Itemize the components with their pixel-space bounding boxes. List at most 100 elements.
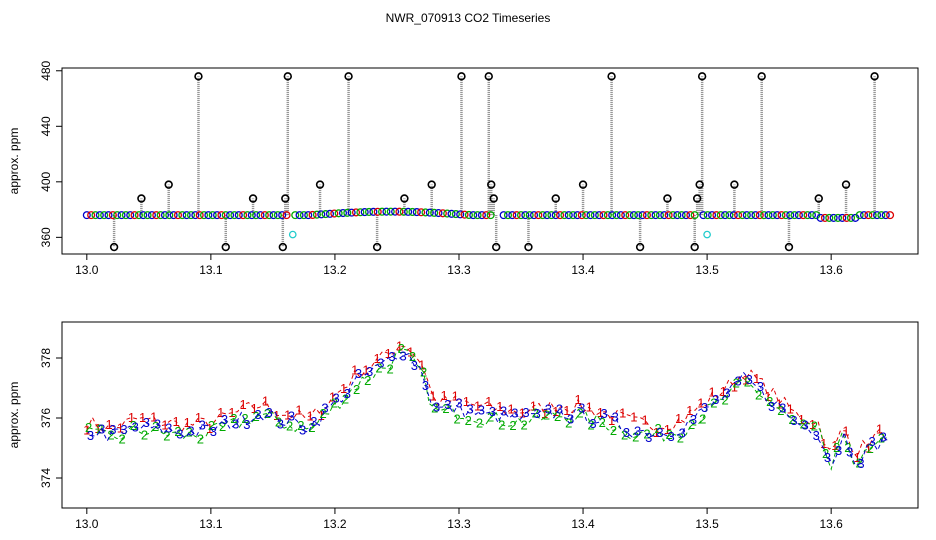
series-1-marker: 1	[440, 388, 447, 403]
series-1-marker: 1	[619, 406, 626, 421]
data-point	[751, 211, 760, 220]
outlier-point-mid	[814, 194, 823, 203]
outlier-point-mid	[841, 180, 851, 189]
data-point	[721, 211, 730, 220]
series-2-marker: 2	[833, 440, 840, 455]
series-2-marker: 2	[308, 420, 315, 435]
data-point	[373, 207, 382, 216]
series-2-marker: 2	[197, 431, 204, 446]
series-1-marker: 1	[787, 401, 794, 416]
series-1-marker: 1	[742, 372, 749, 387]
series-1-marker: 1	[563, 403, 570, 418]
outlier-point-high	[697, 72, 707, 81]
bottom-y-axis: 374 376 378	[39, 348, 62, 488]
series-2-marker: 2	[241, 411, 248, 426]
series-2-marker: 2	[587, 418, 594, 433]
outlier-point-low	[109, 242, 119, 252]
series-line-3	[90, 352, 890, 467]
series-3-marker: 3	[243, 417, 250, 432]
data-point	[338, 209, 348, 218]
series-3-marker: 3	[612, 409, 619, 424]
data-point	[134, 211, 143, 220]
series-2-marker: 2	[208, 418, 215, 433]
series-3-marker: 3	[734, 373, 741, 388]
series-1-marker: 1	[876, 422, 883, 437]
series-3-marker: 3	[277, 417, 284, 432]
series-1-marker: 1	[586, 400, 593, 415]
series-3-marker: 3	[467, 401, 474, 416]
series-3-marker: 3	[310, 414, 317, 429]
data-point	[538, 211, 547, 220]
series-3-marker: 3	[455, 395, 462, 410]
series-3-marker: 3	[556, 401, 563, 416]
series-2-marker: 2	[487, 410, 494, 425]
series-1-marker: 1	[184, 415, 191, 430]
data-point	[117, 211, 126, 220]
series-1-marker: 1	[641, 413, 648, 428]
outlier-point-mid	[663, 194, 672, 203]
series-2-marker: 2	[409, 349, 416, 364]
data-point	[430, 208, 439, 217]
outlier-point-mid	[315, 180, 325, 189]
series-1-marker: 1	[753, 371, 760, 386]
data-point	[595, 211, 604, 220]
data-point	[599, 211, 608, 220]
series-1-marker: 1	[262, 394, 269, 409]
series-2-marker: 2	[152, 419, 159, 434]
data-point	[213, 211, 222, 220]
series-3-marker: 3	[790, 413, 797, 428]
series-1-marker: 1	[708, 385, 715, 400]
data-point	[447, 209, 456, 218]
outlier-point-mid	[164, 180, 173, 189]
data-point	[625, 211, 634, 220]
data-point	[725, 211, 734, 220]
series-2-marker: 2	[744, 374, 751, 389]
data-point	[386, 207, 395, 216]
series-2-marker: 2	[755, 387, 762, 402]
series-line-2	[88, 348, 888, 471]
series-3-marker: 3	[187, 424, 194, 439]
series-2-marker: 2	[532, 406, 539, 421]
series-3-marker: 3	[567, 412, 574, 427]
outlier-point-high	[484, 72, 493, 81]
data-point	[165, 211, 174, 220]
data-point	[747, 211, 756, 220]
series-1-marker: 1	[83, 422, 90, 437]
data-point	[108, 211, 117, 220]
series-1-marker: 1	[831, 438, 838, 453]
series-3-marker: 3	[210, 424, 217, 439]
series-3-marker: 3	[779, 400, 786, 415]
series-1-marker: 1	[150, 409, 157, 424]
data-point	[334, 209, 343, 218]
series-3-marker: 3	[712, 392, 719, 407]
data-point	[708, 211, 717, 220]
outlier-point-mid	[730, 180, 739, 189]
series-3-marker: 3	[344, 386, 351, 401]
series-2-marker: 2	[710, 395, 717, 410]
data-point	[855, 211, 864, 220]
bottom-y-tick-label: 376	[39, 408, 53, 428]
data-point	[417, 208, 426, 217]
data-point	[582, 211, 591, 220]
series-1-marker: 1	[373, 351, 380, 366]
data-point	[664, 211, 673, 220]
top-data-points	[82, 72, 895, 252]
series-2-marker: 2	[353, 382, 360, 397]
series-2-marker: 2	[666, 427, 673, 442]
series-3-marker: 3	[500, 404, 507, 419]
data-point	[477, 211, 486, 220]
top-x-tick-label: 13.6	[819, 263, 843, 277]
data-point	[360, 208, 369, 217]
top-y-axis-label: approx. ppm	[7, 128, 21, 195]
top-x-tick-label: 13.4	[571, 263, 595, 277]
data-point	[295, 211, 304, 220]
series-2-marker: 2	[219, 419, 226, 434]
data-point	[221, 211, 230, 220]
top-y-tick-label: 440	[39, 116, 53, 136]
series-1-marker: 1	[106, 417, 113, 432]
outlier-point-mid	[248, 194, 258, 203]
data-point	[833, 213, 843, 222]
series-3-marker: 3	[723, 385, 730, 400]
data-point	[473, 211, 482, 220]
data-point	[399, 207, 408, 216]
